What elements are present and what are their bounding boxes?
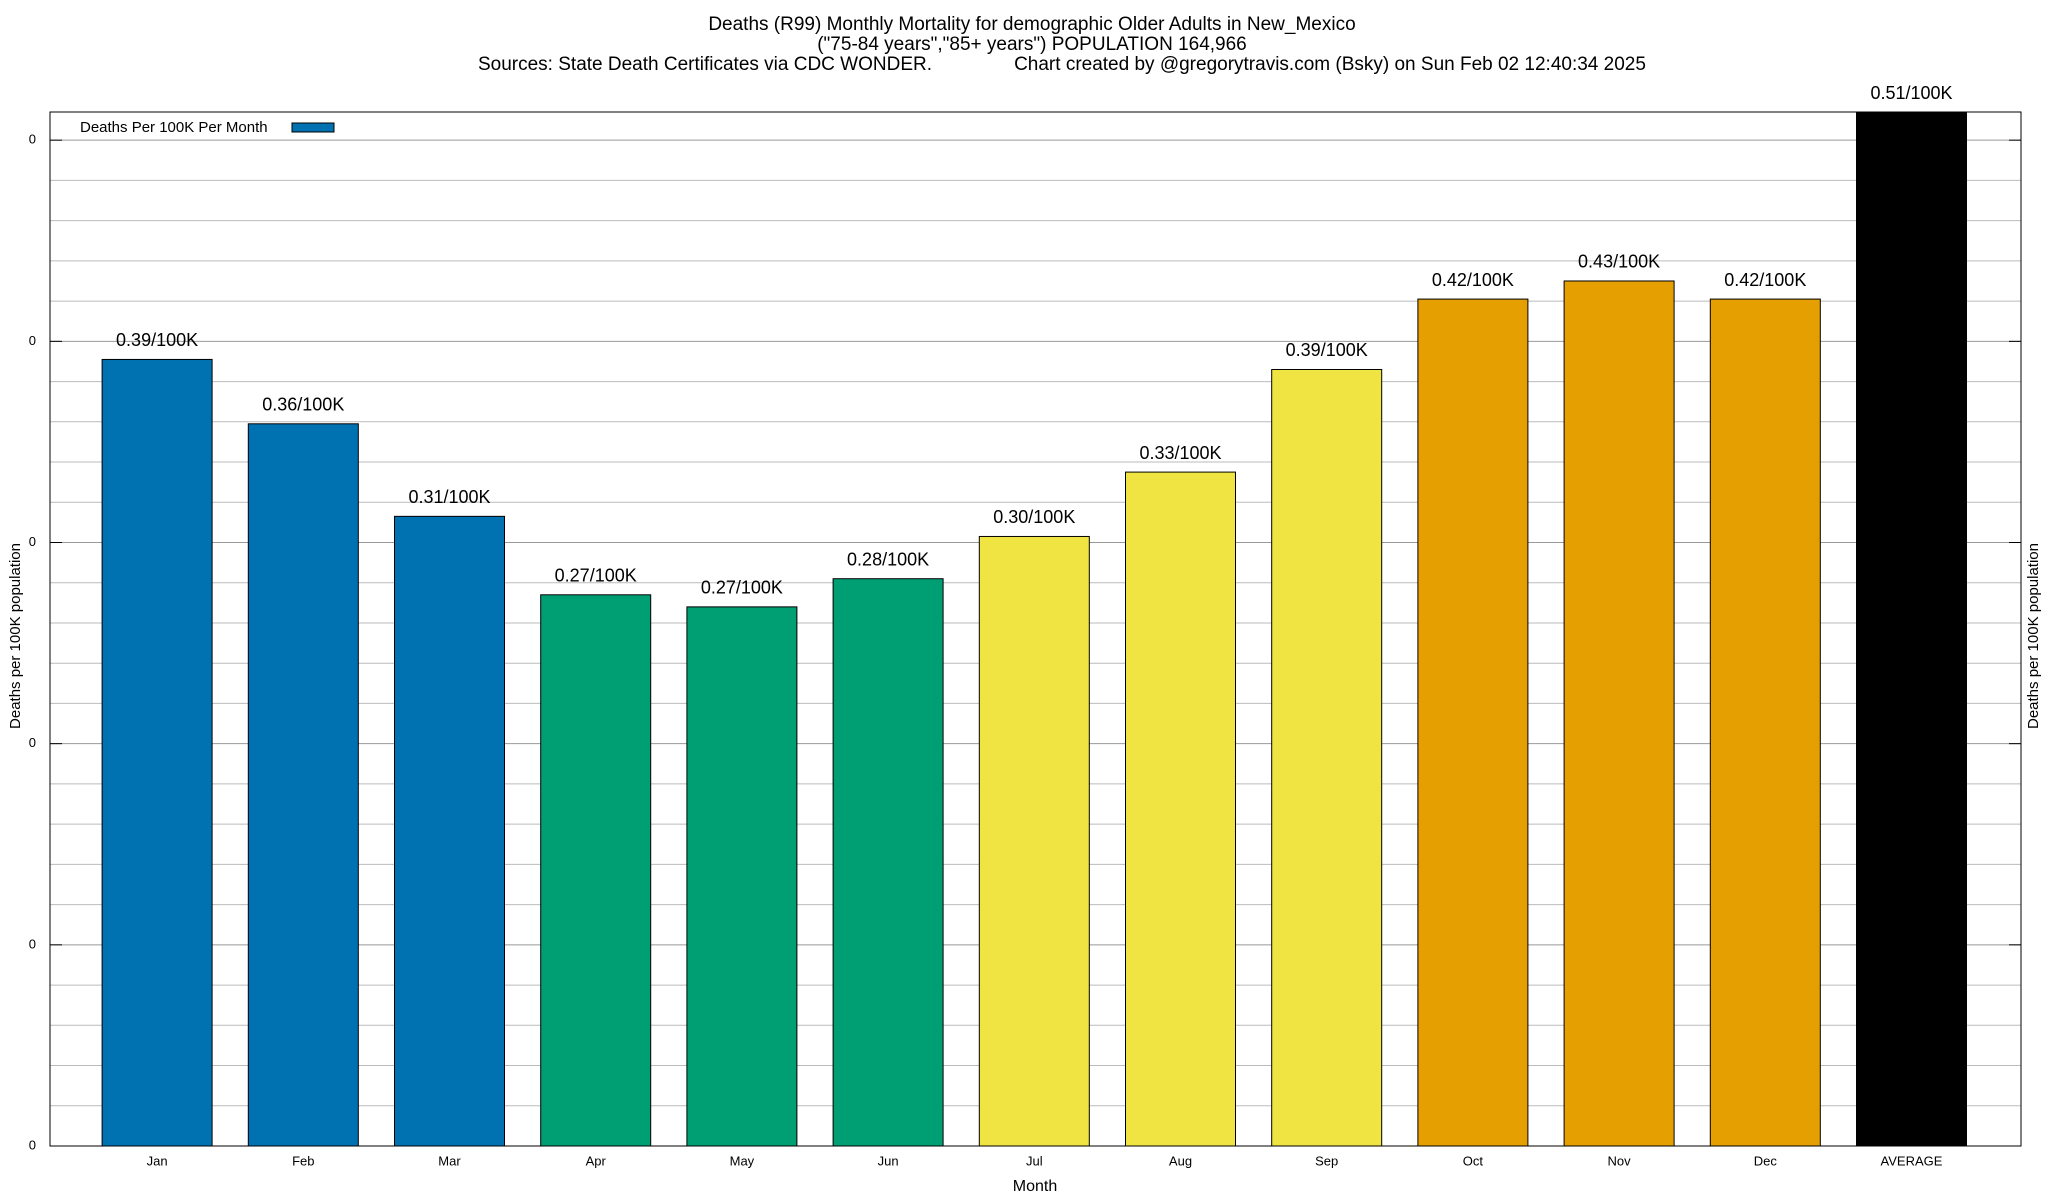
x-axis-label: Month [1013,1178,1057,1195]
bar [1125,471,1236,1147]
legend-swatch [291,122,335,133]
y2-axis-label: Deaths per 100K population [2025,543,2042,729]
bar [540,594,652,1147]
x-tick-label: Jul [1026,1153,1043,1168]
data-label: 0.27/100K [701,578,783,598]
credit: Chart created by @gregorytravis.com (Bsk… [1014,54,1646,75]
chart-title: Deaths (R99) Monthly Mortality for demog… [708,14,1355,35]
bar [832,578,944,1147]
x-tick-label: May [730,1153,755,1168]
data-label: 0.36/100K [262,395,344,415]
data-label: 0.27/100K [555,566,637,586]
x-tick-label: Jun [878,1153,899,1168]
chart-subtitle: ("75-84 years","85+ years") POPULATION 1… [817,34,1247,55]
data-label: 0.31/100K [408,487,490,507]
bar [1856,111,1967,1147]
x-tick-label: Oct [1463,1153,1484,1168]
bar [978,535,1090,1147]
data-label: 0.43/100K [1578,252,1660,272]
bar [1271,368,1383,1147]
data-label: 0.39/100K [1286,340,1368,360]
x-tick-label: Dec [1754,1153,1778,1168]
x-tick-label: AVERAGE [1881,1153,1943,1168]
y-tick-label: 0 [29,132,36,147]
bar [686,606,798,1147]
sources: Sources: State Death Certificates via CD… [478,54,932,75]
bar [1563,280,1675,1147]
x-tick-label: Apr [586,1153,607,1168]
bar [1709,298,1821,1147]
x-tick-label: Jan [147,1153,168,1168]
data-label: 0.51/100K [1870,83,1952,103]
x-tick-label: Sep [1315,1153,1338,1168]
bar [394,515,505,1147]
y-axis-label: Deaths per 100K population [7,543,24,729]
y-tick-label: 0 [29,936,36,951]
legend-label: Deaths Per 100K Per Month [80,119,268,136]
data-label: 0.39/100K [116,330,198,350]
bar [101,358,213,1147]
x-tick-label: Nov [1608,1153,1632,1168]
data-label: 0.33/100K [1139,443,1221,463]
y-tick-label: 0 [29,534,36,549]
y-tick-label: 0 [29,735,36,750]
x-tick-label: Aug [1169,1153,1192,1168]
x-tick-label: Feb [292,1153,314,1168]
y-tick-label: 0 [29,333,36,348]
bar [1417,298,1529,1147]
x-tick-label: Mar [438,1153,461,1168]
data-label: 0.28/100K [847,549,929,569]
data-label: 0.30/100K [993,507,1075,527]
data-label: 0.42/100K [1432,270,1514,290]
data-label: 0.42/100K [1724,270,1806,290]
bar [247,423,359,1147]
y-tick-label: 0 [29,1137,36,1152]
